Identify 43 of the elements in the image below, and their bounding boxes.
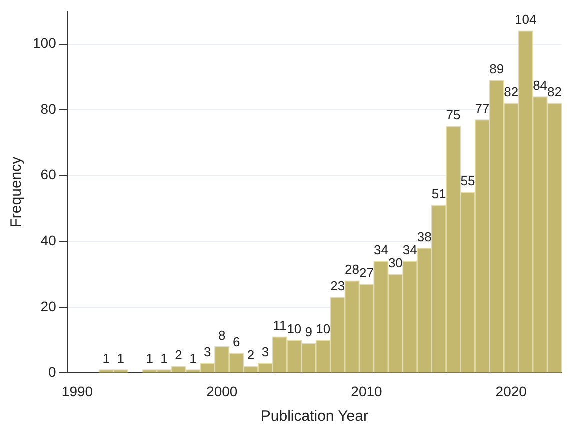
data-label: 38	[417, 229, 432, 244]
y-axis-title: Frequency	[8, 156, 26, 228]
data-label: 77	[475, 101, 490, 116]
data-label: 9	[305, 324, 313, 340]
y-tick-label: 60	[40, 166, 57, 183]
data-label: 1	[146, 350, 154, 366]
data-label: 55	[460, 173, 476, 188]
data-label: 1	[190, 350, 197, 366]
data-label: 34	[374, 242, 388, 258]
x-tick-label: 2020	[496, 383, 528, 400]
x-tick-label: 2010	[351, 383, 383, 400]
data-label: 1	[102, 350, 110, 366]
data-label: 28	[345, 262, 360, 278]
data-label: 51	[432, 186, 446, 202]
data-label: 8	[218, 328, 226, 343]
data-label: 89	[490, 62, 504, 77]
data-label: 82	[548, 84, 562, 100]
y-tick-label: 0	[48, 364, 57, 380]
y-tick-label: 20	[40, 298, 57, 314]
data-label: 10	[316, 321, 331, 336]
data-label: 34	[402, 242, 418, 258]
y-tick-label: 80	[40, 100, 57, 117]
data-label: 84	[533, 78, 548, 93]
data-label: 23	[330, 278, 346, 294]
x-tick-label: 1990	[62, 383, 94, 400]
y-tick-label: 100	[33, 35, 57, 52]
data-label: 11	[273, 318, 287, 334]
data-label: 6	[232, 334, 240, 350]
data-label: 104	[514, 12, 537, 28]
data-label: 1	[117, 350, 124, 366]
data-label: 2	[247, 348, 255, 363]
x-axis-title: Publication Year	[260, 408, 368, 426]
data-label: 3	[204, 344, 212, 360]
data-label: 2	[175, 348, 182, 363]
data-label: 30	[388, 256, 403, 271]
data-label: 82	[504, 84, 519, 100]
x-tick-label: 2000	[206, 383, 238, 400]
data-label: 10	[287, 321, 302, 336]
data-label: 3	[262, 344, 270, 360]
y-tick-label: 40	[40, 232, 57, 248]
data-label: 1	[160, 350, 168, 366]
data-label: 75	[446, 108, 461, 123]
data-label: 27	[360, 265, 374, 280]
